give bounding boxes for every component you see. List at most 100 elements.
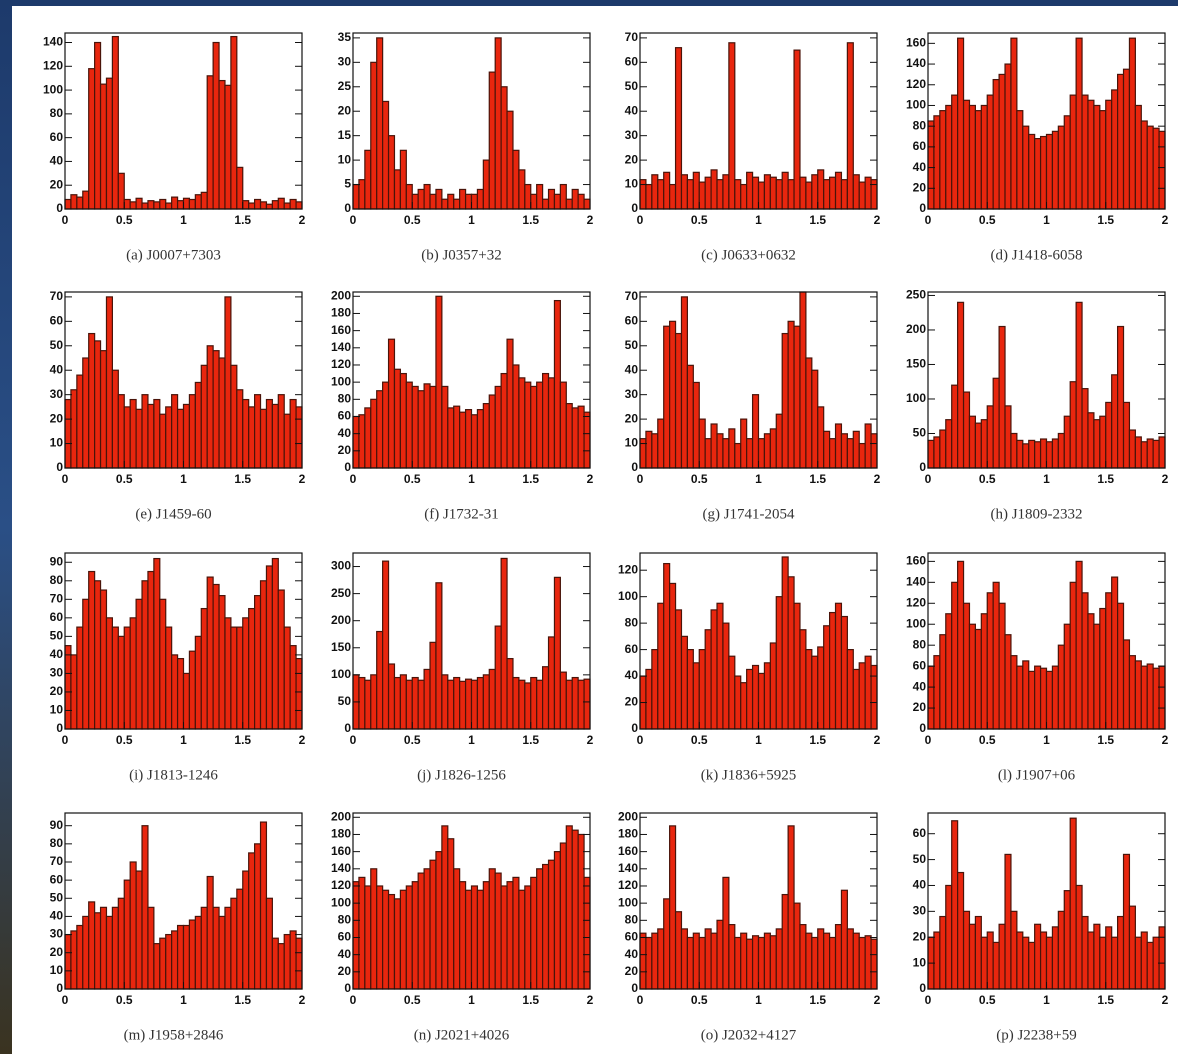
bar [453, 868, 461, 990]
panel-caption: (a) J0007+7303 [126, 247, 221, 263]
x-tick-label: 0.5 [116, 993, 133, 1007]
bar [710, 609, 718, 730]
bar [147, 403, 155, 469]
bar [1034, 138, 1042, 210]
bar [645, 936, 653, 990]
y-tick-label: 200 [906, 322, 926, 336]
bar [986, 931, 994, 990]
x-tick-label: 2 [587, 472, 594, 486]
bar [111, 369, 119, 469]
bar [153, 557, 161, 730]
y-tick-label: 40 [625, 947, 639, 961]
bar [939, 915, 947, 990]
bar [728, 428, 736, 469]
bar [716, 602, 724, 730]
x-tick-label: 2 [299, 993, 306, 1007]
bar [651, 932, 659, 990]
bar [111, 906, 119, 990]
bar [734, 936, 742, 990]
y-tick-label: 30 [625, 128, 639, 142]
y-tick-label: 120 [331, 878, 351, 892]
bar [962, 99, 971, 210]
bar [864, 935, 872, 990]
bar [858, 181, 866, 210]
bar [974, 628, 982, 730]
bar [1128, 37, 1136, 210]
y-tick-label: 50 [625, 338, 639, 352]
bar [423, 383, 431, 469]
bar [129, 617, 137, 730]
bar [1134, 104, 1142, 210]
bar [698, 418, 706, 469]
bar [494, 872, 502, 990]
y-tick-label: 10 [50, 963, 64, 977]
bar [1087, 613, 1095, 730]
bar [1093, 623, 1101, 730]
bar [1063, 890, 1071, 990]
bar [393, 676, 402, 730]
bar [541, 863, 550, 990]
x-tick-label: 1 [755, 213, 762, 227]
bar [547, 377, 556, 469]
bar [429, 385, 437, 469]
y-tick-label: 30 [338, 55, 352, 69]
bar [1152, 439, 1160, 469]
bar [512, 149, 520, 210]
bar [734, 675, 742, 730]
y-tick-label: 60 [913, 826, 927, 840]
x-tick-label: 1.5 [809, 213, 826, 227]
bar [470, 885, 479, 990]
bar [852, 668, 860, 730]
y-tick-label: 0 [344, 981, 351, 995]
bar [429, 193, 437, 210]
bar [530, 385, 538, 469]
bar [512, 364, 520, 469]
bar [153, 398, 161, 469]
bar [980, 936, 988, 990]
bar [530, 193, 538, 210]
bar [464, 409, 473, 469]
bar [1045, 670, 1054, 730]
y-tick-label: 40 [50, 154, 64, 168]
bar [111, 35, 119, 210]
y-tick-label: 50 [338, 694, 352, 708]
bar [123, 879, 131, 990]
panel-caption: (d) J1418-6058 [990, 247, 1082, 263]
bar [435, 582, 443, 730]
y-tick-label: 100 [618, 589, 638, 603]
bar [974, 422, 982, 469]
bar [1158, 436, 1166, 469]
bar [757, 181, 766, 210]
bar [76, 374, 84, 469]
y-tick-label: 10 [625, 436, 639, 450]
y-tick-label: 100 [906, 98, 926, 112]
bar [858, 442, 866, 469]
y-tick-label: 20 [50, 411, 64, 425]
bar [376, 630, 384, 730]
x-tick-label: 2 [1162, 472, 1169, 486]
bar [1016, 665, 1024, 730]
bar [295, 201, 303, 210]
bar [376, 37, 384, 210]
bar [751, 935, 760, 990]
bar [512, 676, 520, 730]
bar [254, 394, 262, 469]
bar [740, 682, 748, 730]
y-tick-label: 40 [50, 362, 64, 376]
bar [704, 176, 712, 210]
bar [405, 381, 413, 469]
bar [998, 602, 1006, 730]
bar [852, 932, 860, 990]
y-tick-label: 50 [50, 629, 64, 643]
y-tick-label: 30 [50, 927, 64, 941]
bar [447, 679, 455, 730]
bar [1081, 94, 1089, 210]
bar [188, 198, 196, 210]
y-tick-label: 20 [338, 443, 352, 457]
y-tick-label: 30 [913, 904, 927, 918]
bar [265, 203, 273, 210]
bar [200, 364, 208, 469]
bar [547, 859, 556, 990]
y-tick-label: 20 [50, 945, 64, 959]
bar [1146, 941, 1154, 990]
